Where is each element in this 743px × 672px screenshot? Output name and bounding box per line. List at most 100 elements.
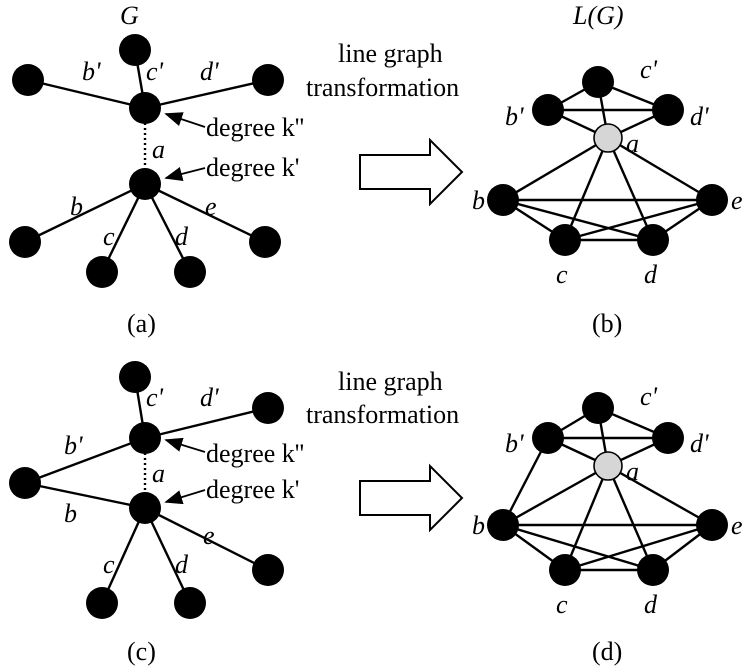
node-e [696,184,728,216]
node-c-prime [582,392,614,424]
edge [563,465,610,571]
edge-label-d-prime: d' [200,383,219,412]
transform-text-line1: line graph [338,39,443,68]
degree-upper-label: degree k'' [206,113,304,142]
node-label-e: e [731,186,743,215]
edge [606,465,655,571]
edge-label-c: c [103,222,115,251]
node-label-d: d [644,590,658,619]
node [12,64,44,96]
node-b [487,184,519,216]
transform-text-line2: transformation [306,400,459,429]
edge-label-c-prime: c' [146,383,164,412]
node-label-a: a [626,457,639,486]
node-a [593,451,623,481]
arrow-degree-upper [164,437,206,453]
node [86,256,118,288]
title-G: G [120,1,139,30]
edge [564,198,713,242]
panel-label-b: (b) [592,309,622,338]
edge-b-prime [27,78,146,110]
node-label-c: c [556,260,568,289]
panel-c: c' d' b' a b c d e degree k'' degree k' … [9,361,304,666]
edge-b [24,182,146,244]
edge-c [100,183,147,273]
edge-label-d-prime: d' [200,57,219,86]
panel-label-a: (a) [127,309,156,338]
node [249,226,281,258]
arrow-degree-lower [164,167,206,181]
node-hub-upper [129,92,161,124]
node-hub-lower [129,168,161,200]
panel-b: L(G) c' b' d' a b e c d (b) [472,1,743,338]
node-label-c-prime: c' [640,55,658,84]
node-label-d: d [644,260,658,289]
edge-d-prime [144,406,269,440]
edge [502,464,609,527]
arrow-degree-lower [164,489,206,505]
transform-text-line2: transformation [306,73,459,102]
node-b-prime [532,94,564,126]
edge-label-e: e [205,192,217,221]
transform-text-line1: line graph [338,367,443,396]
node-d-prime [652,94,684,126]
panel-label-d: (d) [592,637,622,666]
node-b [487,509,519,541]
panel-a: G b' c' d' a b c d e degree k'' degree k… [9,1,304,338]
transform-arrow [359,463,464,533]
edge [502,198,654,242]
node [9,467,41,499]
edge-b [24,481,146,510]
degree-upper-label: degree k'' [206,439,304,468]
transform-top: line graph transformation [306,39,464,207]
edge-label-c: c [103,550,115,579]
edge-label-e: e [203,521,215,550]
arrow-degree-upper [164,112,206,128]
node-label-c-prime: c' [640,382,658,411]
panel-label-c: (c) [127,637,156,666]
edge [502,136,609,202]
node-c [549,224,581,256]
edge [501,437,550,526]
node-label-a: a [626,129,639,158]
edge [563,137,610,241]
node-label-d-prime: d' [690,102,709,131]
node [9,226,41,258]
edge-d-prime [144,78,269,110]
transform-arrow [359,137,464,207]
edge [502,523,654,572]
edge-label-a: a [152,135,165,164]
edge-b-prime [24,436,146,485]
node-label-b: b [472,511,485,540]
node [119,34,151,66]
node [174,256,206,288]
edge-d [143,183,192,273]
node-c-prime [582,66,614,98]
node-b-prime [532,422,564,454]
degree-lower-label: degree k' [206,153,299,182]
node [86,587,118,619]
edge-label-c-prime: c' [146,57,164,86]
node-label-b-prime: b' [505,429,524,458]
edge [564,523,713,572]
node [174,587,206,619]
edge-label-d: d [175,550,189,579]
node [252,64,284,96]
edge-c [100,507,147,604]
edge-label-b: b [64,499,77,528]
node-d [637,554,669,586]
node-label-c: c [556,590,568,619]
node-d-prime [652,422,684,454]
edge-label-b-prime: b' [64,431,83,460]
edge-label-b-prime: b' [82,57,101,86]
edge-label-a: a [152,459,165,488]
node-label-d-prime: d' [690,429,709,458]
node [119,361,151,393]
edge-e [144,506,269,572]
transform-bottom: line graph transformation [306,367,464,533]
node-hub-lower [129,492,161,524]
edge-label-d: d [175,222,189,251]
edge [606,137,655,241]
node [252,392,284,424]
